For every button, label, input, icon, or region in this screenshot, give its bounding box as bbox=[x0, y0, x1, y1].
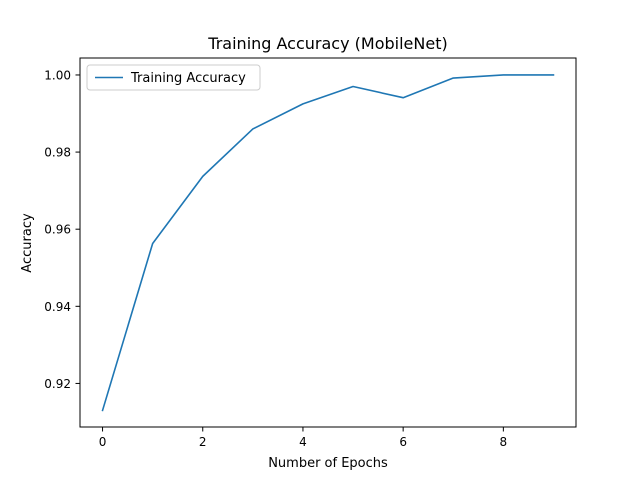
plot-area: 0 2 4 6 8 0.92 0.94 0.96 0.98 1.00 Training Accura… bbox=[44, 57, 577, 449]
x-tick-label: 4 bbox=[299, 435, 307, 449]
y-axis-label: Accuracy bbox=[20, 213, 35, 273]
legend-box bbox=[86, 64, 261, 91]
x-axis-label: Number of Epochs bbox=[268, 456, 388, 471]
y-tick-label: 0.94 bbox=[44, 300, 71, 314]
x-tick-label: 2 bbox=[199, 435, 207, 449]
y-tick-label: 0.96 bbox=[44, 223, 71, 237]
series-line bbox=[101, 74, 555, 412]
legend-label: Training Accuracy bbox=[130, 71, 246, 86]
chart-title: Training Accuracy (MobileNet) bbox=[207, 34, 447, 53]
y-tick-label: 1.00 bbox=[44, 68, 71, 82]
plot-frame bbox=[79, 57, 577, 428]
y-tick-label: 0.98 bbox=[44, 146, 71, 160]
y-tick-label: 0.92 bbox=[44, 377, 71, 391]
x-tick-label: 0 bbox=[99, 435, 107, 449]
x-tick-label: 6 bbox=[399, 435, 407, 449]
x-tick-label: 8 bbox=[500, 435, 508, 449]
